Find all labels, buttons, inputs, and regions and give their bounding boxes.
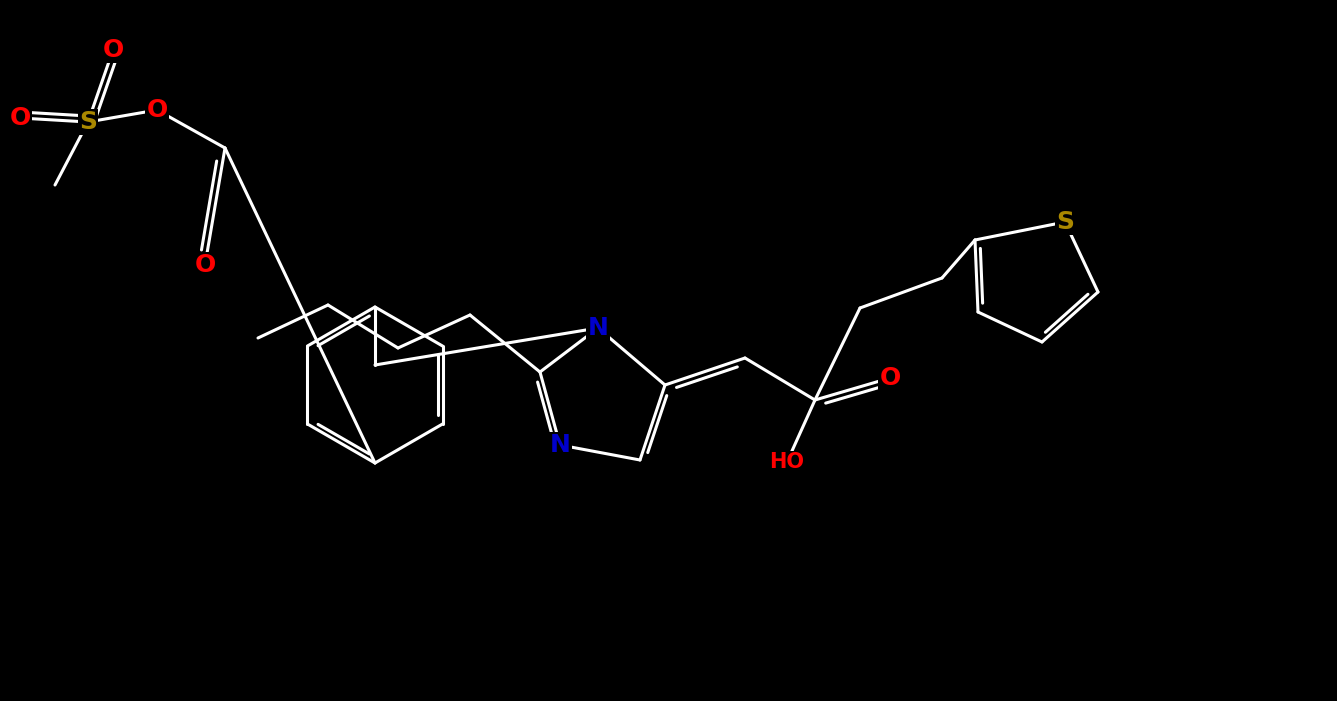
Text: S: S (79, 110, 98, 134)
Text: O: O (146, 98, 167, 122)
Text: S: S (1056, 210, 1074, 234)
Text: O: O (880, 366, 901, 390)
Text: O: O (194, 253, 215, 277)
Text: N: N (587, 316, 608, 340)
Text: N: N (550, 433, 571, 457)
Text: O: O (9, 106, 31, 130)
Text: O: O (103, 38, 123, 62)
Text: HO: HO (770, 452, 805, 472)
